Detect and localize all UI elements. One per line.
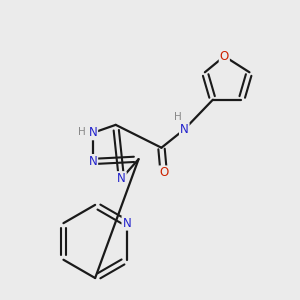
Text: H: H	[77, 127, 85, 137]
Text: N: N	[122, 217, 131, 230]
Text: O: O	[220, 50, 229, 63]
Text: N: N	[117, 172, 126, 185]
Text: H: H	[174, 112, 181, 122]
Text: N: N	[88, 126, 97, 140]
Text: N: N	[180, 123, 189, 136]
Text: O: O	[159, 167, 168, 179]
Text: N: N	[88, 155, 97, 168]
